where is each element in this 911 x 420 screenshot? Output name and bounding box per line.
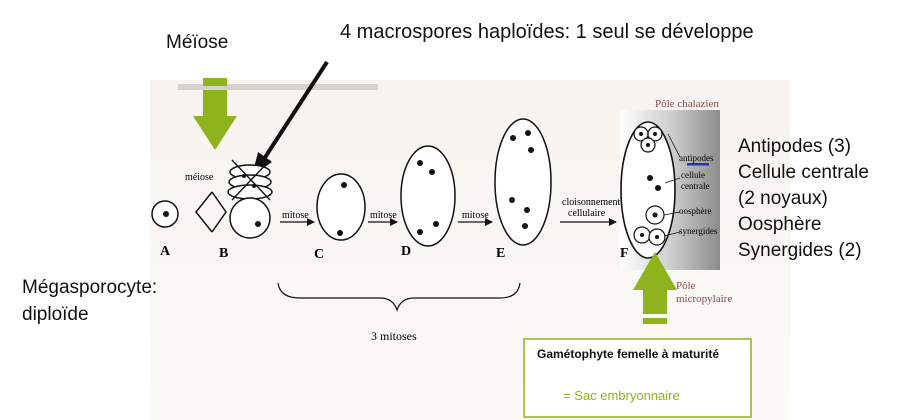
- macrospores-annotation: 4 macrospores haploïdes: 1 seul se dével…: [340, 21, 754, 43]
- stage-d-cell: [400, 145, 456, 247]
- meiose-small-label: méiose: [185, 172, 214, 183]
- pointer-synergides: [663, 231, 681, 237]
- stage-b-macrospores: [227, 159, 273, 239]
- diploide-label: diploïde: [22, 304, 89, 325]
- f-label-cellule: cellule: [681, 170, 705, 180]
- mitose-label-2: mitose: [370, 210, 397, 221]
- f-label-centrale: centrale: [681, 181, 709, 191]
- black-pointer-arrow: [260, 60, 329, 164]
- f-label-synergides: synergides: [679, 226, 718, 236]
- right-label-noyaux: (2 noyaux): [738, 188, 828, 209]
- stage-letter-d: D: [401, 244, 411, 259]
- stage-letter-a: A: [160, 244, 171, 259]
- stage-letter-b: B: [219, 246, 228, 261]
- three-mitoses-brace: [277, 282, 521, 312]
- stage-letter-e: E: [496, 246, 505, 261]
- pointer-antipodes: [667, 133, 681, 158]
- antipodes-blue-mark: [687, 163, 709, 166]
- three-mitoses-label: 3 mitoses: [371, 329, 417, 343]
- right-label-oosphere: Oosphère: [738, 214, 821, 235]
- green-arrow-down: [193, 78, 237, 150]
- right-label-antipodes: Antipodes (3): [738, 136, 851, 157]
- mitose-label-3: mitose: [462, 210, 489, 221]
- gametophyte-box-line2: = Sac embryonnaire: [563, 388, 680, 403]
- faint-caption: [178, 84, 378, 90]
- stage-c-cell: [316, 173, 366, 241]
- cloisonnement-label: cloisonnement: [562, 197, 621, 208]
- pointer-oosphere: [663, 211, 681, 216]
- gametophyte-box-line1: Gamétophyte femelle à maturité: [537, 347, 719, 361]
- green-arrow-up: [633, 252, 677, 324]
- cellulaire-label: cellulaire: [568, 208, 606, 219]
- megasporocyte-label: Mégasporocyte:: [22, 277, 157, 298]
- f-label-antipodes: antipodes: [679, 153, 714, 163]
- pole-chalazien-label: Pôle chalazien: [655, 98, 719, 110]
- right-label-cellule-centrale: Cellule centrale: [738, 162, 869, 183]
- stage-f-embryo-sac: [620, 121, 676, 259]
- meiose-title: Méïose: [166, 32, 228, 53]
- pole-micropylaire-line1: Pôle: [676, 280, 696, 292]
- right-label-synergides: Synergides (2): [738, 240, 862, 261]
- mitose-label-1: mitose: [282, 210, 309, 221]
- meiose-bracket-lower: [211, 191, 227, 233]
- meiose-bracket-upper: [195, 191, 213, 233]
- stage-a-cell: [151, 200, 179, 228]
- stage-letter-f: F: [620, 246, 629, 261]
- stage-letter-c: C: [314, 247, 324, 262]
- stage-e-cell: [494, 118, 552, 246]
- pointer-cellule-centrale: [664, 177, 681, 184]
- gametophyte-box: [523, 338, 752, 418]
- pole-micropylaire-line2: micropylaire: [676, 293, 732, 305]
- f-label-oosphere: oosphère: [679, 206, 712, 216]
